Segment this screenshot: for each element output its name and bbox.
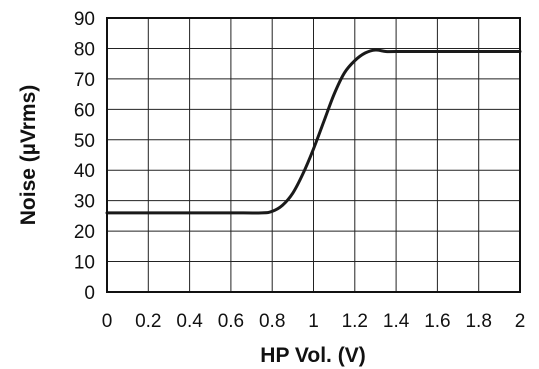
y-tick-label: 70 — [74, 70, 95, 91]
x-tick-label: 1 — [308, 311, 319, 332]
y-axis-label: Noise (µVrms) — [17, 85, 40, 225]
x-tick-label: 0.2 — [135, 311, 161, 332]
y-tick-label: 80 — [74, 39, 95, 60]
y-tick-label: 50 — [74, 131, 95, 152]
y-tick-label: 40 — [74, 161, 95, 182]
plot-frame — [106, 17, 521, 293]
y-tick-labels: 0 10 20 30 40 50 60 70 80 90 — [74, 9, 95, 304]
x-axis-label: HP Vol. (V) — [260, 344, 365, 367]
y-tick-label: 10 — [74, 253, 95, 274]
x-tick-label: 1.2 — [342, 311, 368, 332]
y-tick-label: 0 — [84, 283, 95, 304]
x-tick-label: 1.8 — [465, 311, 491, 332]
x-tick-label: 2 — [515, 311, 526, 332]
grid-lines — [106, 17, 521, 293]
x-tick-label: 1.4 — [383, 311, 410, 332]
x-tick-label: 0.8 — [259, 311, 285, 332]
x-tick-label: 0 — [102, 311, 113, 332]
noise-series-line — [105, 48, 522, 215]
x-tick-label: 0.4 — [176, 311, 203, 332]
x-tick-label: 0.6 — [218, 311, 244, 332]
y-tick-label: 20 — [74, 222, 95, 243]
series-layer — [105, 48, 522, 215]
x-tick-labels: 0 0.2 0.4 0.6 0.8 1 1.2 1.4 1.6 1.8 2 — [102, 311, 526, 332]
x-tick-label: 1.6 — [424, 311, 450, 332]
y-tick-label: 30 — [74, 192, 95, 213]
y-tick-label: 60 — [74, 100, 95, 121]
y-tick-label: 90 — [74, 9, 95, 30]
